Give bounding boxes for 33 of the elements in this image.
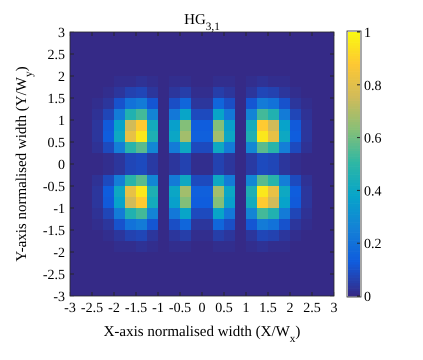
x-axis-title: X-axis normalised width (X/W$_{x}$) — [104, 324, 300, 345]
color-bar-label: 0.8 — [364, 78, 382, 94]
y-tick-label: 1.5 — [48, 92, 65, 107]
color-bar-label: 1 — [364, 26, 371, 41]
y-tick-label: -0.5 — [42, 180, 65, 195]
y-tick-label: -1.5 — [42, 224, 65, 239]
y-tick-label: 3 — [58, 26, 65, 41]
y-tick-label: 0.5 — [48, 136, 65, 151]
y-tick-label: -2.5 — [42, 268, 65, 283]
y-tick-label: -2 — [53, 246, 65, 261]
x-tick-label: -2 — [108, 301, 120, 316]
x-tick-label: -2.5 — [80, 301, 104, 316]
x-tick-label: -1 — [152, 301, 164, 316]
color-bar-label: 0 — [364, 290, 371, 305]
y-tick-label: 2 — [58, 70, 65, 85]
color-bar-label: 0.6 — [364, 132, 382, 147]
y-tick-label: 2.5 — [48, 48, 65, 63]
y-tick-label: 1 — [58, 114, 65, 129]
x-tick-label: 1 — [242, 301, 250, 316]
color-bar-label: 0.2 — [364, 237, 382, 252]
y-tick-label: -1 — [53, 202, 65, 217]
x-tick-label: 1.5 — [259, 301, 277, 316]
x-tick-label: 0.5 — [215, 301, 233, 316]
x-tick-label: 0 — [198, 301, 206, 316]
y-tick-label: -3 — [53, 290, 65, 305]
x-tick-label: 2 — [286, 301, 294, 316]
x-tick-label: 3 — [330, 301, 338, 316]
color-bar-label: 0.4 — [364, 184, 382, 200]
y-tick-label: 0 — [58, 158, 65, 173]
x-tick-label: -1.5 — [124, 301, 148, 316]
chart-title: HG$_{3,1}$ — [184, 12, 220, 33]
x-tick-label: 2.5 — [303, 301, 321, 316]
x-tick-label: -0.5 — [168, 301, 192, 316]
